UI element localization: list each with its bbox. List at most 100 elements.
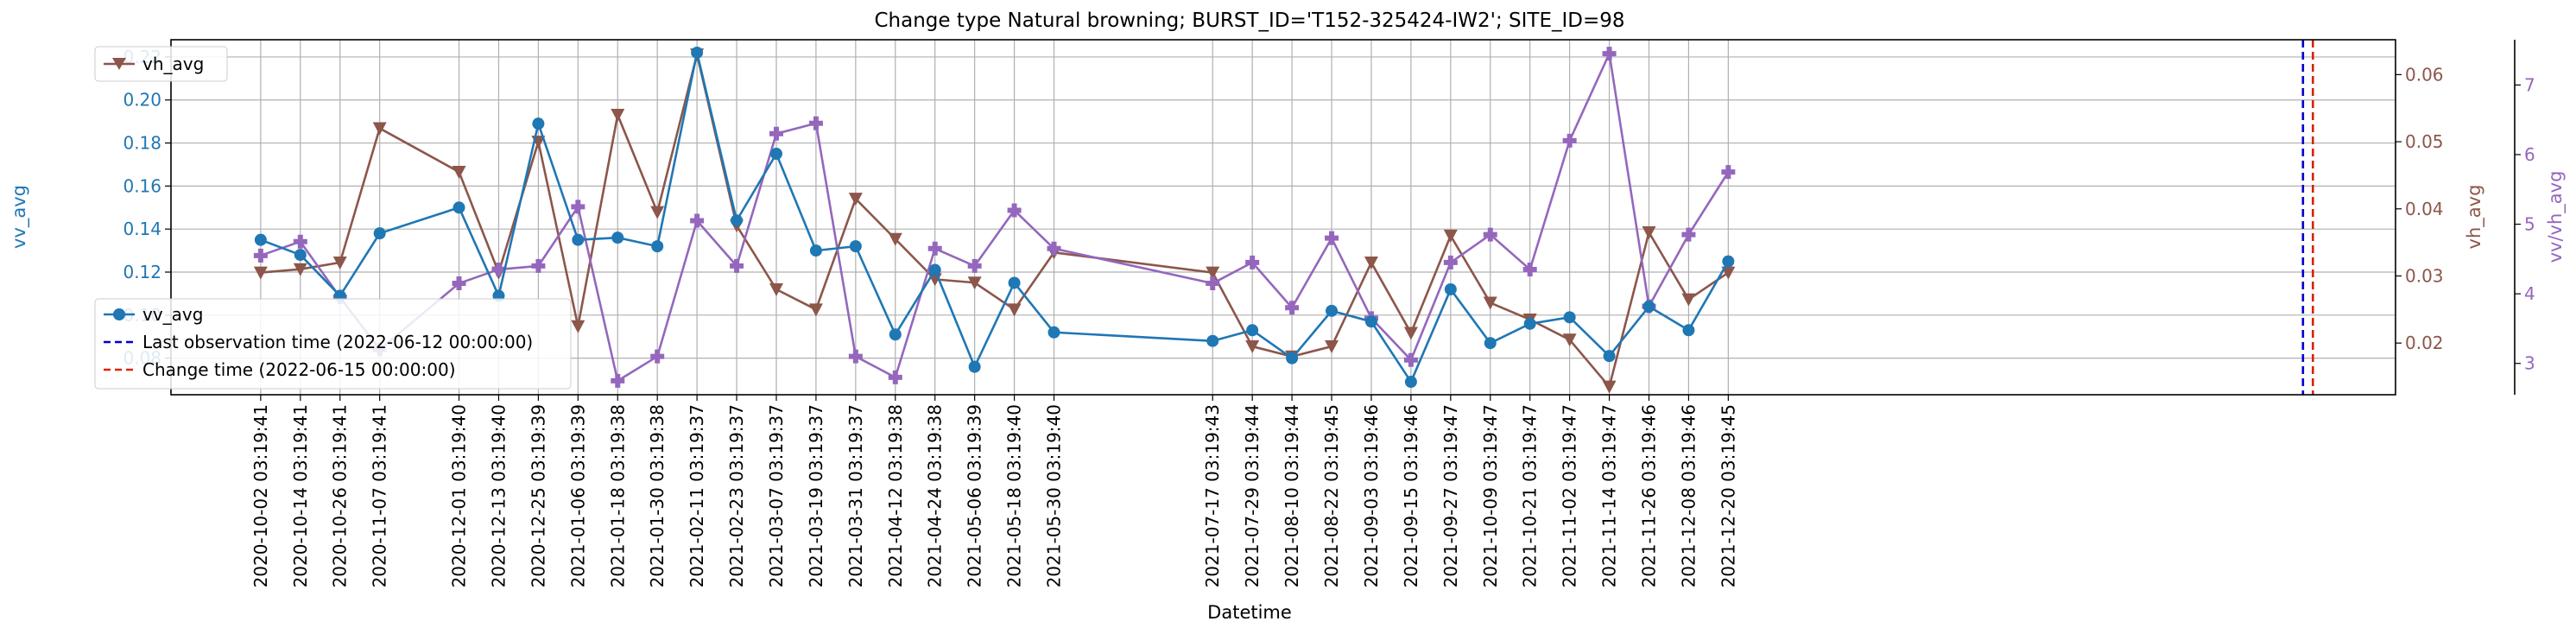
data-point xyxy=(848,349,863,364)
data-point xyxy=(1721,266,1736,280)
y-axis-right-2: 3 4 5 6 7 xyxy=(2514,40,2535,395)
x-tick-label: 2021-03-07 03:19:37 xyxy=(766,404,787,587)
data-point xyxy=(253,266,268,280)
grid xyxy=(171,40,2396,395)
data-point xyxy=(1483,227,1497,242)
x-tick-label: 2020-11-07 03:19:41 xyxy=(370,404,390,587)
data-point xyxy=(1562,133,1577,148)
data-point xyxy=(253,248,268,263)
x-tick-label: 2021-02-23 03:19:37 xyxy=(726,404,747,587)
y-tick-label: 5 xyxy=(2524,214,2535,235)
y-tick-label: 6 xyxy=(2524,144,2535,165)
x-tick-label: 2021-11-26 03:19:46 xyxy=(1638,404,1659,587)
y-tick-label: 0.03 xyxy=(2405,265,2444,286)
data-point xyxy=(730,258,744,273)
x-tick-label: 2021-05-30 03:19:40 xyxy=(1044,404,1065,587)
legend-change-label: Change time (2022-06-15 00:00:00) xyxy=(142,359,456,380)
y-tick-label: 7 xyxy=(2524,74,2535,95)
x-axis: 2020-10-02 03:19:41 2020-10-14 03:19:41 20… xyxy=(250,395,1738,587)
data-point xyxy=(1562,333,1577,347)
data-point xyxy=(1364,315,1377,328)
data-point xyxy=(332,256,347,269)
legend-upper-box xyxy=(94,46,228,82)
data-point xyxy=(1206,266,1220,280)
x-tick-label: 2021-10-21 03:19:47 xyxy=(1520,404,1541,587)
x-tick-label: 2021-08-10 03:19:44 xyxy=(1282,404,1302,587)
data-point xyxy=(1047,241,1061,256)
x-tick-label: 2020-12-01 03:19:40 xyxy=(449,404,470,587)
data-point xyxy=(1364,256,1378,269)
data-point xyxy=(1681,227,1696,242)
data-point xyxy=(1326,304,1339,317)
x-tick-label: 2021-03-19 03:19:37 xyxy=(806,404,826,587)
data-point xyxy=(1602,47,1617,61)
data-point xyxy=(769,283,783,297)
data-point xyxy=(1603,350,1616,363)
x-tick-label: 2021-12-08 03:19:46 xyxy=(1678,404,1699,587)
data-point xyxy=(650,349,665,364)
y-axis-right: 0.02 0.03 0.04 0.05 0.06 xyxy=(2396,64,2444,353)
data-point xyxy=(1721,165,1736,180)
x-tick-label: 2020-12-13 03:19:40 xyxy=(488,404,509,587)
data-point xyxy=(888,370,902,384)
data-point xyxy=(532,117,545,130)
data-point xyxy=(690,213,705,228)
data-point xyxy=(452,276,466,291)
x-tick-label: 2021-12-20 03:19:45 xyxy=(1718,404,1738,587)
data-point xyxy=(571,200,585,214)
data-point xyxy=(1642,300,1655,313)
y-axis-right-label: vh_avg xyxy=(2464,185,2485,250)
y-tick-label: 0.12 xyxy=(123,262,161,282)
data-point xyxy=(1206,334,1219,347)
y-tick-label: 3 xyxy=(2524,353,2535,374)
x-tick-label: 2021-08-22 03:19:45 xyxy=(1321,404,1342,587)
x-tick-label: 2020-10-26 03:19:41 xyxy=(330,404,351,587)
x-tick-label: 2021-05-18 03:19:40 xyxy=(1004,404,1025,587)
plot-frame xyxy=(170,39,2396,396)
data-point xyxy=(1325,231,1339,245)
data-point xyxy=(1008,276,1021,289)
data-point xyxy=(691,46,704,59)
y-tick-label: 0.14 xyxy=(123,219,161,239)
data-point xyxy=(611,373,625,388)
data-point xyxy=(1682,324,1695,337)
data-point xyxy=(1325,340,1339,354)
data-point xyxy=(293,234,307,249)
data-point xyxy=(1563,311,1576,324)
data-point xyxy=(254,233,267,246)
x-tick-label: 2021-01-06 03:19:39 xyxy=(567,404,588,587)
x-tick-label: 2021-04-12 03:19:38 xyxy=(885,404,906,587)
legend-vh-marker xyxy=(112,58,126,70)
legend-vv-label: vv_avg xyxy=(142,304,203,325)
x-tick-label: 2021-07-29 03:19:44 xyxy=(1242,404,1263,587)
y-tick-label: 0.04 xyxy=(2405,199,2444,219)
x-tick-label: 2020-10-14 03:19:41 xyxy=(290,404,311,587)
data-point xyxy=(1523,317,1536,330)
data-point xyxy=(531,258,546,273)
data-point xyxy=(453,201,465,214)
data-point xyxy=(1245,340,1260,354)
y-tick-label: 0.02 xyxy=(2405,333,2444,353)
data-point xyxy=(651,240,664,253)
data-point xyxy=(967,258,982,273)
x-tick-label: 2021-09-03 03:19:46 xyxy=(1361,404,1382,587)
y-tick-label: 0.05 xyxy=(2405,131,2444,152)
data-point xyxy=(1602,380,1617,394)
data-point xyxy=(611,231,624,244)
x-tick-label: 2021-11-14 03:19:47 xyxy=(1599,404,1620,587)
x-tick-label: 2021-11-02 03:19:47 xyxy=(1560,404,1580,587)
data-point xyxy=(769,148,782,161)
data-point xyxy=(1286,352,1299,365)
data-point xyxy=(1722,255,1735,268)
data-point xyxy=(1522,262,1537,276)
x-tick-label: 2021-09-15 03:19:46 xyxy=(1401,404,1421,587)
data-point xyxy=(1047,326,1060,339)
chart-title: Change type Natural browning; BURST_ID='… xyxy=(874,10,1624,32)
x-tick-label: 2021-04-24 03:19:38 xyxy=(925,404,946,587)
reference-lines xyxy=(2301,40,2314,395)
data-point xyxy=(731,214,744,227)
data-point xyxy=(1484,337,1497,350)
y-tick-label: 4 xyxy=(2524,283,2535,304)
data-point xyxy=(293,263,307,276)
